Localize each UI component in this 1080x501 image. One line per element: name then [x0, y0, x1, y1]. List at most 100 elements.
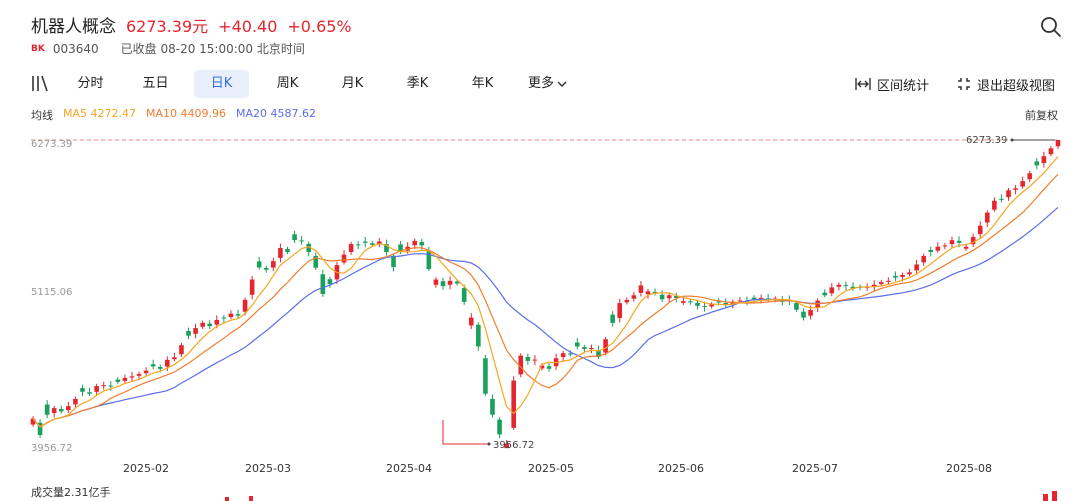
candle-body[interactable]	[610, 314, 615, 323]
candle-body[interactable]	[730, 301, 736, 304]
candle-body[interactable]	[546, 366, 552, 369]
candle-body[interactable]	[659, 294, 665, 300]
candle-body[interactable]	[963, 246, 969, 249]
candle-body[interactable]	[999, 198, 1004, 200]
candle-body[interactable]	[73, 398, 78, 405]
tab-more[interactable]: 更多	[515, 70, 580, 98]
candle-body[interactable]	[511, 380, 516, 428]
candle-body[interactable]	[836, 284, 842, 287]
candle-body[interactable]	[886, 280, 891, 282]
tab-yearly-k[interactable]: 年K	[471, 76, 494, 91]
candle-body[interactable]	[461, 288, 467, 302]
candle-body[interactable]	[320, 274, 326, 294]
candle-body[interactable]	[341, 254, 347, 263]
candle-body[interactable]	[172, 357, 177, 360]
candle-body[interactable]	[681, 301, 686, 303]
candle-body[interactable]	[921, 255, 926, 263]
candle-body[interactable]	[871, 284, 877, 287]
tab-monthly-k[interactable]: 月K	[341, 76, 364, 91]
candle-body[interactable]	[80, 388, 85, 392]
range-stats-button[interactable]: 区间统计	[855, 75, 929, 94]
candle-body[interactable]	[822, 292, 828, 296]
candle-body[interactable]	[263, 268, 269, 270]
candle-body[interactable]	[447, 280, 453, 285]
candle-body[interactable]	[179, 345, 184, 355]
candle-body[interactable]	[327, 279, 333, 285]
candle-body[interactable]	[539, 365, 545, 369]
candle-body[interactable]	[384, 244, 389, 252]
candle-body[interactable]	[101, 385, 106, 387]
candle-body[interactable]	[1048, 148, 1054, 155]
candle-body[interactable]	[165, 359, 170, 367]
candle-body[interactable]	[1055, 140, 1061, 147]
candle-body[interactable]	[893, 275, 898, 278]
candle-body[interactable]	[476, 324, 481, 347]
search-icon[interactable]	[1040, 16, 1062, 38]
candle-body[interactable]	[709, 304, 714, 307]
candle-body[interactable]	[518, 355, 524, 375]
candle-body[interactable]	[440, 281, 446, 287]
candle-body[interactable]	[150, 364, 156, 367]
candle-body[interactable]	[567, 353, 573, 355]
candle-body[interactable]	[956, 240, 962, 243]
candle-body[interactable]	[454, 281, 460, 284]
candle-body[interactable]	[843, 285, 849, 287]
candle-body[interactable]	[433, 279, 439, 285]
candle-body[interactable]	[30, 418, 36, 425]
candle-body[interactable]	[221, 317, 227, 319]
candle-body[interactable]	[914, 264, 919, 271]
candle-body[interactable]	[695, 302, 700, 306]
candle-body[interactable]	[426, 251, 432, 270]
candle-body[interactable]	[737, 300, 743, 302]
candle-body[interactable]	[723, 302, 729, 305]
candle-body[interactable]	[299, 240, 304, 242]
candle-body[interactable]	[66, 406, 71, 411]
candle-body[interactable]	[1006, 190, 1011, 198]
candle-body[interactable]	[758, 297, 764, 299]
candle-body[interactable]	[129, 376, 135, 378]
candle-body[interactable]	[1041, 156, 1047, 164]
adjust-mode[interactable]: 前复权	[1025, 109, 1058, 122]
candle-body[interactable]	[271, 261, 276, 268]
candle-body[interactable]	[87, 392, 92, 394]
candle-body[interactable]	[631, 295, 637, 299]
candle-body[interactable]	[490, 398, 495, 415]
candle-body[interactable]	[617, 303, 623, 318]
candle-body[interactable]	[497, 419, 502, 435]
candle-body[interactable]	[900, 274, 905, 277]
candle-body[interactable]	[928, 250, 934, 252]
candle-body[interactable]	[688, 301, 693, 303]
candle-body[interactable]	[638, 285, 644, 293]
exit-wide-view-button[interactable]: 退出超级视图	[957, 75, 1055, 94]
candle-body[interactable]	[596, 350, 601, 357]
candle-body[interactable]	[575, 342, 580, 347]
candle-body[interactable]	[391, 255, 396, 268]
candle-body[interactable]	[532, 359, 538, 361]
candle-body[interactable]	[200, 322, 205, 327]
sidebar-toggle-icon[interactable]	[28, 70, 58, 98]
candle-body[interactable]	[1020, 181, 1025, 187]
candle-body[interactable]	[907, 272, 912, 275]
candle-body[interactable]	[949, 240, 955, 245]
candle-body[interactable]	[292, 234, 297, 241]
candle-body[interactable]	[256, 261, 262, 268]
candle-body[interactable]	[398, 244, 403, 252]
candle-body[interactable]	[582, 347, 587, 350]
candle-body[interactable]	[1013, 188, 1018, 190]
candle-body[interactable]	[44, 404, 50, 415]
candle-body[interactable]	[412, 240, 418, 246]
tab-weekly-k[interactable]: 周K	[276, 76, 299, 91]
candle-body[interactable]	[970, 236, 976, 245]
candle-body[interactable]	[716, 301, 721, 303]
candle-body[interactable]	[624, 299, 630, 303]
candle-body[interactable]	[157, 367, 163, 369]
candle-body[interactable]	[122, 377, 128, 381]
candle-body[interactable]	[235, 314, 241, 316]
candle-body[interactable]	[136, 374, 142, 376]
candle-body[interactable]	[193, 328, 198, 334]
candle-body[interactable]	[504, 443, 509, 449]
candle-body[interactable]	[794, 302, 799, 310]
candle-body[interactable]	[51, 408, 57, 414]
candle-body[interactable]	[483, 358, 488, 394]
